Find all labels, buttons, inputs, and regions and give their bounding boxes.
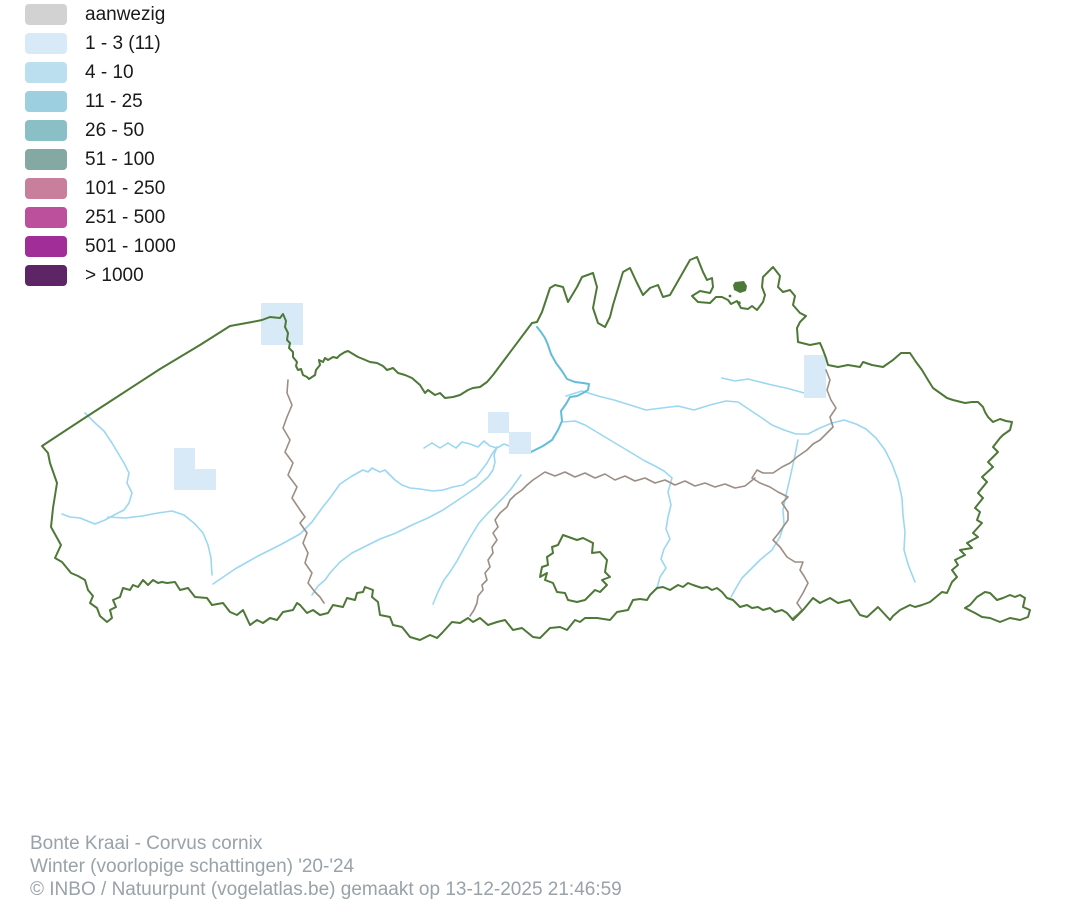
legend-swatch [25, 265, 67, 286]
legend-swatch [25, 178, 67, 199]
legend: aanwezig 1 - 3 (11) 4 - 10 11 - 25 26 - 50 51… [25, 4, 176, 294]
legend-swatch [25, 4, 67, 25]
observation-cell [195, 469, 216, 490]
legend-label: 1 - 3 (11) [85, 33, 161, 54]
rivers [61, 377, 916, 605]
observation-cell [488, 412, 509, 433]
legend-row: 26 - 50 [25, 120, 176, 141]
observation-cells-top [174, 303, 826, 490]
legend-row: 4 - 10 [25, 62, 176, 83]
scheldt-canal [511, 326, 590, 453]
map-caption: Bonte Kraai - Corvus cornix Winter (voor… [30, 832, 622, 900]
border-east-flanders-brabant [469, 471, 756, 617]
legend-label: 101 - 250 [85, 178, 166, 199]
legend-label: 26 - 50 [85, 120, 145, 141]
legend-row: 251 - 500 [25, 207, 176, 228]
antwerp-port-marks [728, 281, 747, 305]
legend-swatch [25, 33, 67, 54]
legend-label: aanwezig [85, 4, 166, 25]
legend-label: 501 - 1000 [85, 236, 176, 257]
legend-swatch [25, 149, 67, 170]
legend-label: 4 - 10 [85, 62, 134, 83]
river-yser [61, 412, 133, 525]
province-borders [282, 369, 837, 619]
legend-label: 251 - 500 [85, 207, 166, 228]
observation-cell [261, 303, 303, 345]
legend-label: 11 - 25 [85, 91, 143, 112]
river-dender [432, 474, 522, 605]
observation-cell [509, 432, 531, 454]
legend-row: 1 - 3 (11) [25, 33, 176, 54]
brussels-enclave-outline [539, 534, 611, 603]
river-leie [212, 446, 498, 585]
canal-ghent-terneuzen [511, 326, 590, 453]
legend-row: > 1000 [25, 265, 176, 286]
observation-cell [174, 448, 195, 490]
legend-swatch [25, 120, 67, 141]
river-gete [730, 439, 799, 598]
port-mark-dot [728, 294, 732, 298]
legend-swatch [25, 62, 67, 83]
river-nete [721, 377, 805, 394]
caption-copyright: © INBO / Natuurpunt (vogelatlas.be) gema… [30, 879, 622, 900]
legend-swatch [25, 236, 67, 257]
river-ghent-canal-west [423, 440, 513, 449]
river-yser-branch [107, 510, 213, 576]
region-outlines [41, 256, 1031, 641]
voeren-exclave-outline [964, 591, 1031, 623]
port-mark-dot [737, 301, 741, 305]
caption-season: Winter (voorlopige schattingen) '20-'24 [30, 856, 355, 877]
flanders-outline [41, 256, 1013, 641]
legend-swatch [25, 207, 67, 228]
legend-row: 501 - 1000 [25, 236, 176, 257]
river-dijle [562, 420, 673, 589]
observation-cell [804, 355, 826, 398]
legend-row: 51 - 100 [25, 149, 176, 170]
port-mark-blob [733, 281, 747, 293]
legend-swatch [25, 91, 67, 112]
legend-label: 51 - 100 [85, 149, 155, 170]
river-demer [565, 390, 916, 583]
border-antwerp-limburg [751, 369, 837, 619]
legend-label: > 1000 [85, 265, 144, 286]
river-scheldt-upper [311, 446, 498, 596]
border-west-east-flanders [282, 379, 325, 604]
caption-species: Bonte Kraai - Corvus cornix [30, 833, 263, 854]
legend-row: aanwezig [25, 4, 176, 25]
legend-row: 11 - 25 [25, 91, 176, 112]
legend-row: 101 - 250 [25, 178, 176, 199]
